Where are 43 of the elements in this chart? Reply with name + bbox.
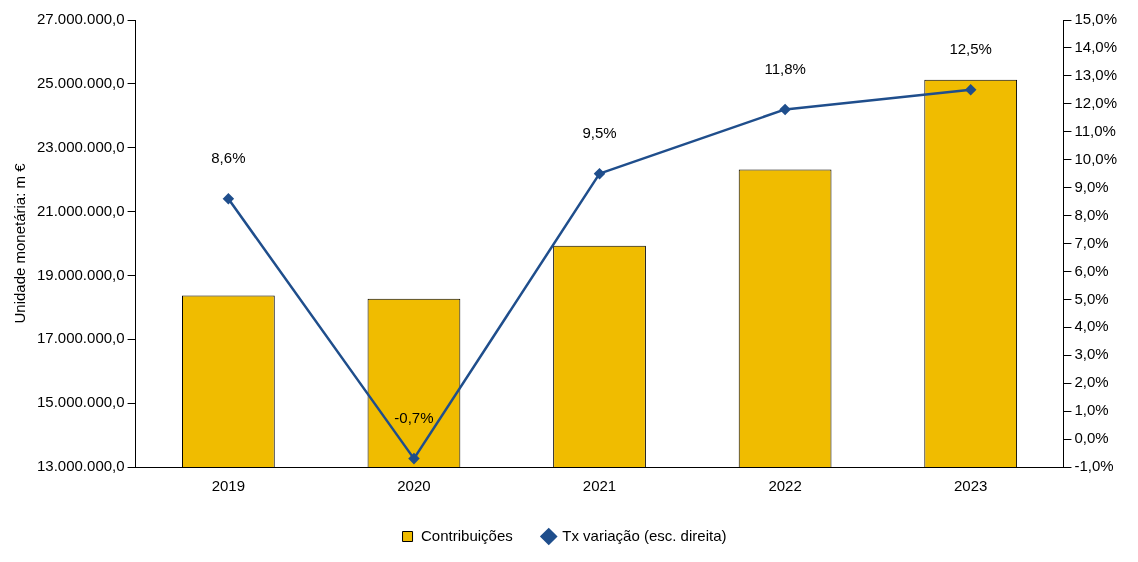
y2-tick-label: 11,0% bbox=[1074, 121, 1116, 139]
point bbox=[594, 168, 605, 179]
point bbox=[965, 84, 976, 96]
legend-label: Contribuições bbox=[421, 526, 513, 544]
y2-tick-label: 4,0% bbox=[1074, 317, 1109, 335]
y-tick-label: 23.000.000,0 bbox=[36, 137, 125, 155]
y2-tick-label: 12,0% bbox=[1074, 93, 1118, 111]
y-tick-label: 25.000.000,0 bbox=[36, 74, 125, 91]
data-label: 8,6% bbox=[211, 148, 246, 166]
y-tick-label: 13.000.000,0 bbox=[36, 457, 125, 475]
y2-tick-label: 15,0% bbox=[1074, 10, 1118, 28]
data-label: -0,7% bbox=[394, 408, 434, 426]
x-tick-label: 2020 bbox=[397, 477, 431, 495]
y-axis-title: Unidade monetária: m € bbox=[11, 162, 29, 324]
y2-tick-label: 8,0% bbox=[1074, 205, 1109, 223]
data-label: 9,5% bbox=[582, 123, 617, 141]
y2-tick-label: 1,0% bbox=[1074, 401, 1109, 419]
y-tick-label: 15.000.000,0 bbox=[36, 393, 125, 411]
y2-tick-label: 13,0% bbox=[1074, 66, 1118, 84]
point bbox=[408, 453, 420, 464]
x-tick-label: 2023 bbox=[953, 477, 988, 495]
y2-tick-label: 14,0% bbox=[1074, 38, 1118, 56]
x-tick-label: 2019 bbox=[211, 477, 246, 495]
y2-tick-label: 0,0% bbox=[1074, 429, 1109, 447]
y2-tick-label: 7,0% bbox=[1074, 233, 1109, 251]
y2-tick-label: 3,0% bbox=[1074, 345, 1109, 363]
data-label: 12,5% bbox=[949, 39, 992, 57]
y2-tick-label: 10,0% bbox=[1074, 149, 1118, 167]
y2-tick-label: 2,0% bbox=[1074, 373, 1109, 391]
y2-tick-label: -1,0% bbox=[1074, 457, 1114, 475]
x-tick-label: 2021 bbox=[582, 477, 617, 495]
point bbox=[223, 193, 234, 205]
x-tick-label: 2022 bbox=[768, 477, 802, 495]
data-label: 11,8% bbox=[764, 59, 806, 77]
y-tick-label: 17.000.000,0 bbox=[36, 329, 125, 347]
point bbox=[779, 104, 791, 115]
y-tick-label: 19.000.000,0 bbox=[36, 265, 125, 283]
y-tick-label: 27.000.000,0 bbox=[36, 10, 125, 28]
y-tick-label: 21.000.000,0 bbox=[36, 201, 125, 219]
y2-tick-label: 5,0% bbox=[1074, 289, 1109, 307]
y2-tick-label: 9,0% bbox=[1074, 177, 1109, 195]
legend-label: Tx variação (esc. direita) bbox=[562, 526, 727, 544]
y2-tick-label: 6,0% bbox=[1074, 261, 1109, 279]
